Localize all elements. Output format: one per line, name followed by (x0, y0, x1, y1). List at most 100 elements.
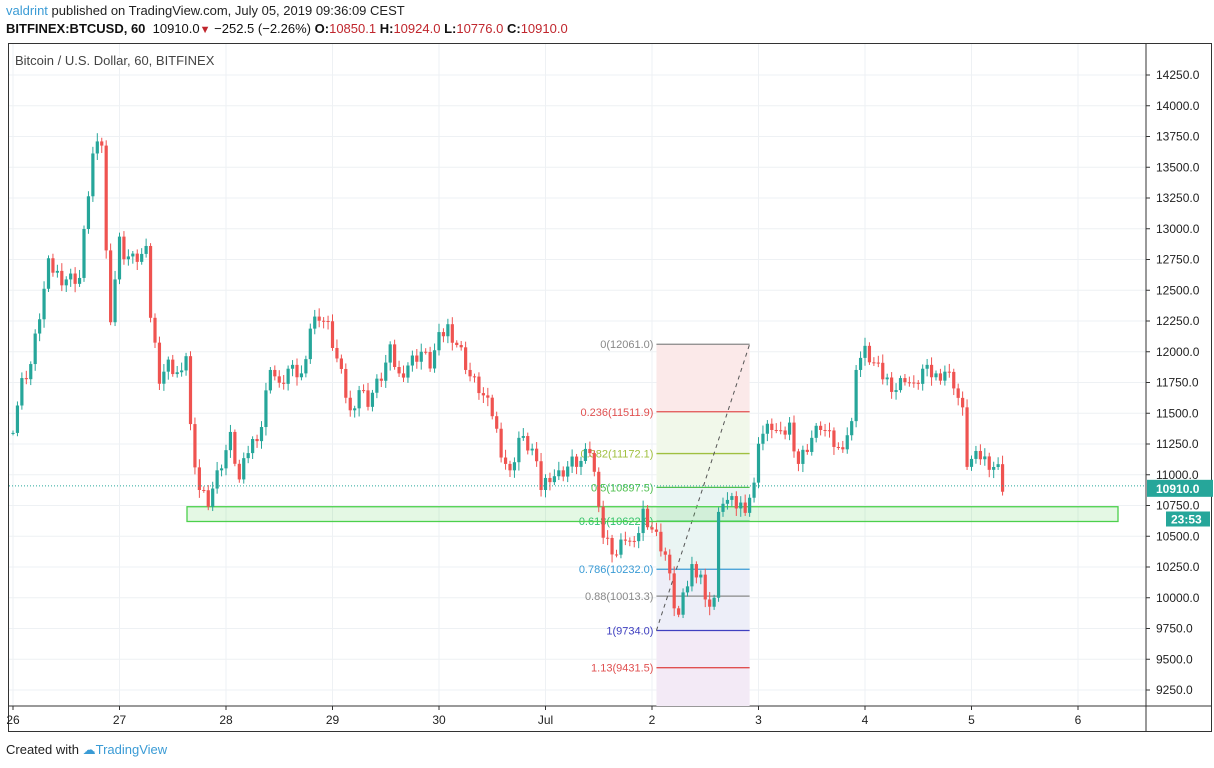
x-tick-label: 30 (432, 713, 446, 727)
y-tick-label: 12250.0 (1156, 314, 1200, 328)
x-tick-label: Jul (538, 713, 553, 727)
candle-body (943, 371, 947, 381)
candle-body (810, 437, 814, 452)
countdown-badge (1166, 511, 1210, 527)
candle-body (610, 537, 614, 555)
candle-body (574, 456, 579, 467)
candle-body (317, 316, 321, 321)
candle-body (251, 438, 255, 454)
candle-body (725, 499, 730, 504)
candle-body (326, 321, 330, 322)
candle-body (801, 449, 805, 464)
candle-body (366, 390, 370, 407)
chart-legend: Bitcoin / U.S. Dollar, 60, BITFINEX (15, 53, 215, 68)
candle-body (424, 351, 428, 353)
candle-body (694, 564, 698, 578)
candle-body (521, 436, 525, 438)
candle-body (419, 351, 423, 362)
candle-body (836, 446, 840, 448)
candle-body (526, 436, 530, 451)
candle-body (619, 539, 623, 555)
candle-body (472, 376, 477, 378)
publish-info: valdrint published on TradingView.com, J… (6, 3, 405, 18)
candle-body (432, 350, 437, 369)
y-tick-label: 11750.0 (1156, 376, 1199, 390)
candle-body (401, 373, 406, 378)
y-tick-label: 13750.0 (1156, 130, 1200, 144)
candle-body (126, 256, 130, 260)
candle-body (579, 460, 583, 467)
high-label: H: (379, 21, 394, 36)
y-tick-label: 10500.0 (1156, 529, 1200, 543)
candle-body (441, 332, 446, 337)
candle-body (965, 407, 969, 467)
candle-body (814, 425, 818, 438)
x-tick-label: 27 (113, 713, 127, 727)
candle-body (308, 328, 312, 360)
y-tick-label: 9250.0 (1156, 683, 1193, 697)
candle-body (64, 279, 68, 286)
created-with-text: Created with (6, 742, 79, 757)
candle-body (197, 467, 201, 491)
candle-body (162, 371, 166, 384)
candle-body (601, 506, 605, 538)
fib-level-label: 0.236(11511.9) (580, 407, 653, 419)
y-tick-label: 11250.0 (1156, 437, 1199, 451)
candle-body (237, 463, 241, 480)
down-arrow-icon: ▼ (199, 24, 211, 36)
candle-body (925, 364, 929, 369)
last-value: 10910.0 (152, 21, 200, 36)
candle-body (290, 364, 295, 369)
y-tick-label: 11500.0 (1156, 406, 1199, 420)
y-tick-label: 10750.0 (1156, 499, 1200, 513)
candle-body (712, 597, 716, 607)
y-tick-label: 13500.0 (1156, 160, 1200, 174)
candle-body (876, 362, 880, 364)
candle-body (543, 477, 548, 491)
fib-band (656, 411, 750, 488)
candle-body (961, 397, 965, 408)
candle-body (539, 461, 543, 491)
candle-body (304, 359, 308, 374)
candle-body (774, 429, 778, 431)
candle-body (606, 537, 610, 539)
candle-body (273, 369, 277, 377)
candle-body (841, 447, 845, 450)
y-tick-label: 10000.0 (1156, 591, 1200, 605)
candle-body (734, 496, 738, 509)
candle-body (885, 377, 889, 380)
fib-level-label: 0.382(11172.1) (580, 449, 653, 461)
candle-body (637, 533, 641, 542)
candle-body (974, 450, 978, 459)
candle-body (468, 369, 472, 377)
tradingview-link[interactable]: TradingView (95, 742, 168, 757)
candle-body (29, 364, 33, 380)
candle-body (171, 359, 175, 375)
low-value: 10776.0 (456, 21, 504, 36)
candle-body (184, 356, 188, 371)
candle-body (929, 364, 934, 378)
x-tick-label: 3 (755, 713, 762, 727)
candle-body (503, 457, 508, 464)
candle-body (361, 390, 366, 392)
candle-body (242, 458, 246, 480)
author-link[interactable]: valdrint (6, 3, 48, 18)
candle-body (388, 344, 392, 363)
candle-body (938, 373, 943, 381)
candle-body (912, 382, 916, 384)
candle-body (481, 393, 485, 396)
open-label: O: (314, 21, 330, 36)
candle-body (677, 608, 681, 615)
candle-body (805, 449, 809, 452)
candle-body (175, 372, 179, 375)
candle-body (535, 448, 539, 462)
candle-body (823, 429, 827, 431)
candle-body (721, 503, 725, 512)
open-value: 10850.1 (329, 21, 377, 36)
candle-body (628, 540, 632, 542)
candle-body (743, 502, 747, 513)
candle-body (739, 502, 743, 509)
candle-body (756, 443, 761, 483)
x-tick-label: 6 (1075, 713, 1082, 727)
